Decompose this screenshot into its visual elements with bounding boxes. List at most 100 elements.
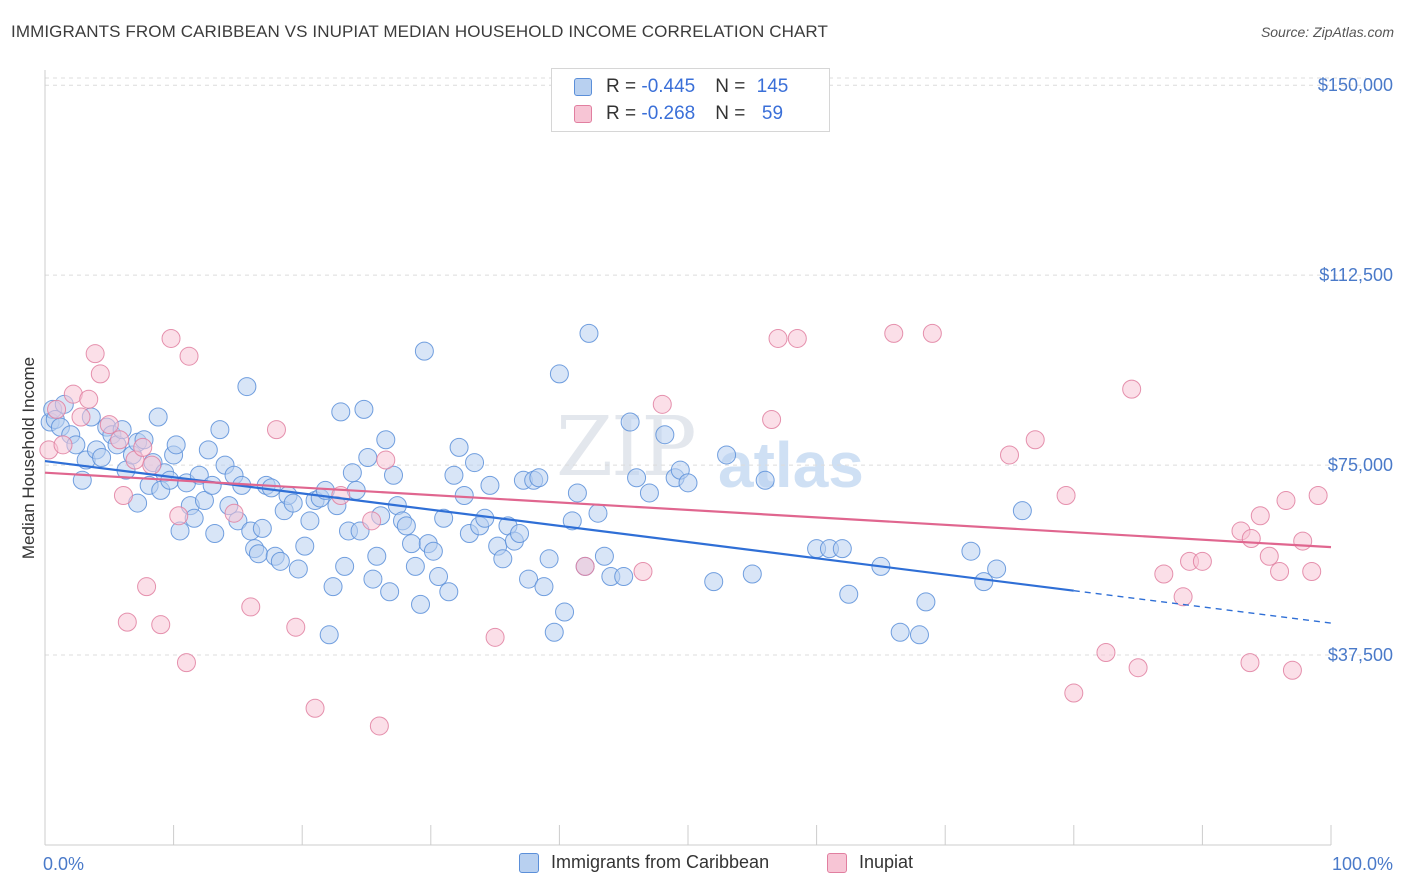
- data-point: [549, 364, 569, 384]
- data-point: [562, 511, 582, 531]
- axis-labels: $37,500 $75,000 $112,500 $150,000 0.0% 100.0%…: [19, 75, 1393, 874]
- legend-r-value: -0.268: [641, 103, 696, 124]
- legend-n-value: 59: [756, 103, 784, 124]
- legend-n-label: N =: [715, 103, 751, 124]
- data-point: [909, 625, 929, 645]
- data-point: [176, 653, 196, 673]
- data-point: [99, 415, 119, 435]
- data-point: [1250, 506, 1270, 526]
- data-point: [832, 539, 852, 559]
- data-point: [363, 569, 383, 589]
- data-point: [90, 364, 110, 384]
- y-tick-label: $75,000: [1328, 455, 1393, 475]
- data-point: [414, 341, 434, 361]
- data-point: [639, 483, 659, 503]
- data-point: [529, 468, 549, 488]
- legend: R = -0.445 N = 145 R = -0.268 N = 59: [551, 68, 830, 132]
- legend-r-value: -0.445: [641, 76, 696, 97]
- data-point: [620, 412, 640, 432]
- data-point: [166, 435, 186, 455]
- data-point: [614, 567, 634, 587]
- data-point: [534, 577, 554, 597]
- bottom-legend-label-inupiat: Inupiat: [859, 852, 914, 872]
- data-point: [1122, 379, 1142, 399]
- data-point: [434, 508, 454, 528]
- data-point: [342, 463, 362, 483]
- axes: [44, 70, 1332, 846]
- data-point: [113, 485, 133, 505]
- data-point: [555, 602, 575, 622]
- x-tick-label-max: 100.0%: [1332, 854, 1393, 874]
- data-point: [1064, 683, 1084, 703]
- data-point: [266, 420, 286, 440]
- data-point: [205, 523, 225, 543]
- data-point: [884, 323, 904, 343]
- trend-line: [44, 471, 1332, 549]
- data-point: [755, 470, 775, 490]
- data-point: [655, 425, 675, 445]
- data-point: [922, 323, 942, 343]
- data-point: [485, 627, 505, 647]
- data-point: [402, 534, 422, 554]
- data-point: [987, 559, 1007, 579]
- data-point: [137, 577, 157, 597]
- data-point: [354, 399, 374, 419]
- data-point: [787, 328, 807, 348]
- data-point: [300, 511, 320, 531]
- data-point: [704, 572, 724, 592]
- data-point: [465, 453, 485, 473]
- data-point: [1259, 546, 1279, 566]
- data-point: [1000, 445, 1019, 465]
- data-point: [627, 468, 647, 488]
- data-point: [1128, 658, 1148, 678]
- data-point: [1056, 485, 1076, 505]
- x-tick-label-min: 0.0%: [43, 854, 84, 874]
- data-point: [202, 475, 222, 495]
- data-point: [283, 493, 303, 513]
- data-point: [367, 546, 387, 566]
- y-tick-label: $112,500: [1319, 265, 1393, 285]
- legend-n-label: N =: [715, 76, 751, 97]
- data-point: [224, 503, 244, 523]
- data-point: [567, 483, 587, 503]
- legend-r-label: R =: [606, 76, 642, 97]
- legend-swatch-caribbean: [574, 78, 592, 96]
- data-point: [396, 516, 416, 536]
- data-point: [237, 377, 257, 397]
- series-caribbean-points: [40, 323, 1032, 645]
- data-point: [449, 437, 469, 457]
- legend-n-value: 145: [756, 76, 789, 97]
- data-point: [148, 407, 168, 427]
- bottom-legend-swatch-caribbean: [519, 852, 539, 873]
- data-point: [1096, 643, 1116, 663]
- data-point: [133, 437, 153, 457]
- data-point: [270, 551, 290, 571]
- data-point: [1308, 485, 1328, 505]
- data-point: [288, 559, 308, 579]
- data-point: [762, 410, 782, 430]
- data-point: [79, 389, 99, 409]
- data-point: [1276, 491, 1296, 511]
- data-point: [429, 567, 449, 587]
- data-point: [839, 584, 859, 604]
- data-point: [286, 617, 306, 637]
- data-point: [1012, 501, 1032, 521]
- data-point: [717, 445, 737, 465]
- data-point: [252, 518, 272, 538]
- data-point: [575, 556, 595, 576]
- data-point: [1270, 561, 1290, 581]
- data-point: [295, 536, 315, 556]
- trend-line-extrapolated: [1073, 590, 1332, 624]
- bottom-legend-inupiat: Inupiat: [827, 852, 913, 873]
- data-point: [1293, 531, 1313, 551]
- data-point: [890, 622, 910, 642]
- data-point: [579, 323, 599, 343]
- data-point: [405, 556, 425, 576]
- data-point: [633, 561, 653, 581]
- y-tick-label: $150,000: [1318, 75, 1393, 95]
- data-point: [480, 475, 500, 495]
- data-point: [384, 465, 404, 485]
- data-point: [742, 564, 762, 584]
- bottom-legend-caribbean: Immigrants from Caribbean: [519, 852, 769, 873]
